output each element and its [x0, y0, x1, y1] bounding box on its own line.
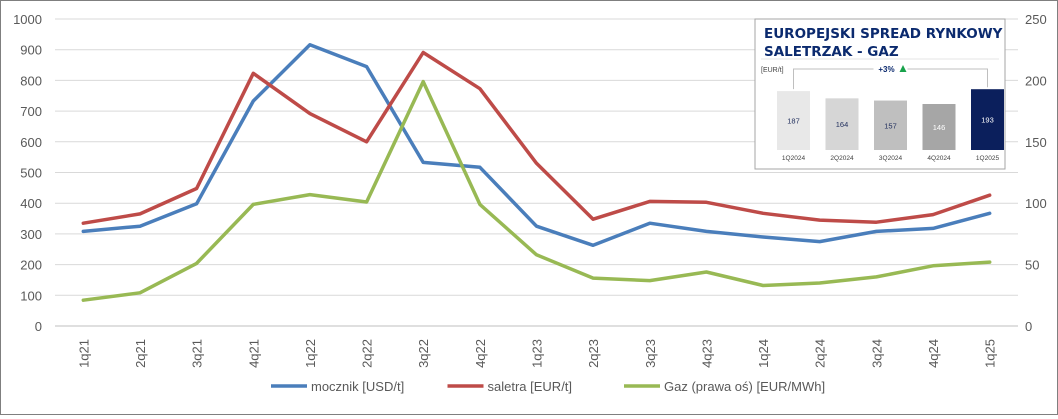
y-left-tick-label: 800 [20, 73, 42, 88]
inset-annotation: +3% [878, 65, 894, 74]
x-tick-label: 1q25 [983, 339, 998, 368]
y-left-tick-label: 900 [20, 43, 42, 58]
x-tick-label: 4q23 [699, 339, 714, 368]
inset-chart: EUROPEJSKI SPREAD RYNKOWY SALETRZAK - GAZ… [754, 18, 1006, 170]
inset-bar-label: 193 [981, 116, 994, 125]
inset-bar [825, 98, 859, 150]
legend: mocznik [USD/t] saletra [EUR/t] Gaz (prawa… [271, 379, 825, 394]
y-left-tick-label: 600 [20, 135, 42, 150]
inset-bar [874, 100, 907, 150]
y-left-tick-label: 400 [20, 196, 42, 211]
up-arrow-icon [899, 65, 907, 72]
x-tick-label: 4q21 [246, 339, 261, 368]
series-line [81, 79, 992, 302]
y-left-tick-label: 1000 [13, 12, 42, 27]
inset-title: EUROPEJSKI SPREAD RYNKOWY [764, 26, 1003, 42]
y-left-tick-label: 500 [20, 166, 42, 181]
inset-bar-label: 146 [933, 123, 946, 132]
x-tick-label: 1q23 [530, 339, 545, 368]
y-left-tick-label: 200 [20, 258, 42, 273]
y-right-tick-label: 50 [1025, 258, 1039, 273]
y-left-tick-label: 300 [20, 227, 42, 242]
y-right-tick-label: 0 [1025, 319, 1032, 334]
inset-category-label: 1Q2024 [782, 155, 806, 162]
y-axis-right: 0 50 100 150 200 250 [1025, 12, 1047, 334]
x-tick-label: 3q22 [416, 339, 431, 368]
x-tick-label: 2q23 [586, 339, 601, 368]
inset-bar-label: 187 [787, 117, 800, 126]
inset-ylabel: [EUR/t] [761, 67, 784, 74]
inset-bar-label: 157 [884, 121, 897, 130]
inset-annotation-bg [873, 62, 908, 74]
y-left-tick-label: 100 [20, 288, 42, 303]
x-tick-label: 4q24 [926, 339, 941, 368]
x-tick-label: 4q22 [473, 339, 488, 368]
x-tick-label: 2q21 [133, 339, 148, 368]
y-right-tick-label: 100 [1025, 196, 1047, 211]
inset-category-label: 1Q2025 [976, 155, 1000, 162]
inset-bar-label: 164 [836, 120, 849, 129]
series-line [81, 50, 992, 225]
series-line [81, 43, 992, 248]
x-tick-label: 1q21 [76, 339, 91, 368]
x-tick-label: 3q21 [190, 339, 205, 368]
x-tick-label: 2q24 [813, 339, 828, 368]
inset-bar [922, 104, 956, 150]
y-axis-left: 0 100 200 300 400 500 600 700 800 900 1000 [13, 12, 42, 334]
inset-category-label: 2Q2024 [830, 155, 854, 162]
y-right-tick-label: 150 [1025, 135, 1047, 150]
x-tick-label: 2q22 [360, 339, 375, 368]
inset-bar [777, 91, 810, 150]
x-tick-label: 1q24 [756, 339, 771, 368]
x-axis: 1q21 2q21 3q21 4q21 1q22 2q22 3q22 4q22 1q23 2q23… [76, 339, 997, 368]
y-right-tick-label: 200 [1025, 73, 1047, 88]
inset-bar [971, 89, 1004, 150]
series-lines [81, 43, 992, 302]
y-left-tick-label: 700 [20, 104, 42, 119]
x-tick-label: 3q23 [643, 339, 658, 368]
inset-category-label: 3Q2024 [879, 155, 903, 162]
y-right-tick-label: 250 [1025, 12, 1047, 27]
x-tick-label: 3q24 [869, 339, 884, 368]
legend-entry: saletra [EUR/t] [488, 379, 573, 394]
inset-title: SALETRZAK - GAZ [764, 44, 899, 60]
inset-category-label: 4Q2024 [927, 155, 951, 162]
legend-entry: Gaz (prawa oś) [EUR/MWh] [664, 379, 825, 394]
legend-entry: mocznik [USD/t] [311, 379, 404, 394]
x-tick-label: 1q22 [303, 339, 318, 368]
y-left-tick-label: 0 [35, 319, 42, 334]
